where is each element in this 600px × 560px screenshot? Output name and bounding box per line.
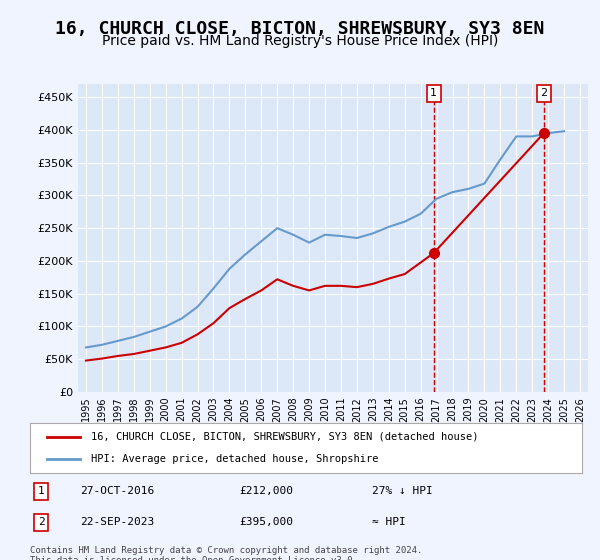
Text: Contains HM Land Registry data © Crown copyright and database right 2024.
This d: Contains HM Land Registry data © Crown c… <box>30 546 422 560</box>
Text: 16, CHURCH CLOSE, BICTON, SHREWSBURY, SY3 8EN (detached house): 16, CHURCH CLOSE, BICTON, SHREWSBURY, SY… <box>91 432 478 442</box>
Text: 27-OCT-2016: 27-OCT-2016 <box>80 487 154 496</box>
Text: 16, CHURCH CLOSE, BICTON, SHREWSBURY, SY3 8EN: 16, CHURCH CLOSE, BICTON, SHREWSBURY, SY… <box>55 20 545 38</box>
Text: 2: 2 <box>540 88 547 98</box>
Text: 27% ↓ HPI: 27% ↓ HPI <box>372 487 433 496</box>
Text: ≈ HPI: ≈ HPI <box>372 517 406 527</box>
Text: 1: 1 <box>38 487 44 496</box>
Text: 22-SEP-2023: 22-SEP-2023 <box>80 517 154 527</box>
Text: 1: 1 <box>430 88 437 98</box>
Text: 2: 2 <box>38 517 44 527</box>
Text: Price paid vs. HM Land Registry's House Price Index (HPI): Price paid vs. HM Land Registry's House … <box>102 34 498 48</box>
Text: £395,000: £395,000 <box>240 517 294 527</box>
Text: HPI: Average price, detached house, Shropshire: HPI: Average price, detached house, Shro… <box>91 454 378 464</box>
Text: £212,000: £212,000 <box>240 487 294 496</box>
